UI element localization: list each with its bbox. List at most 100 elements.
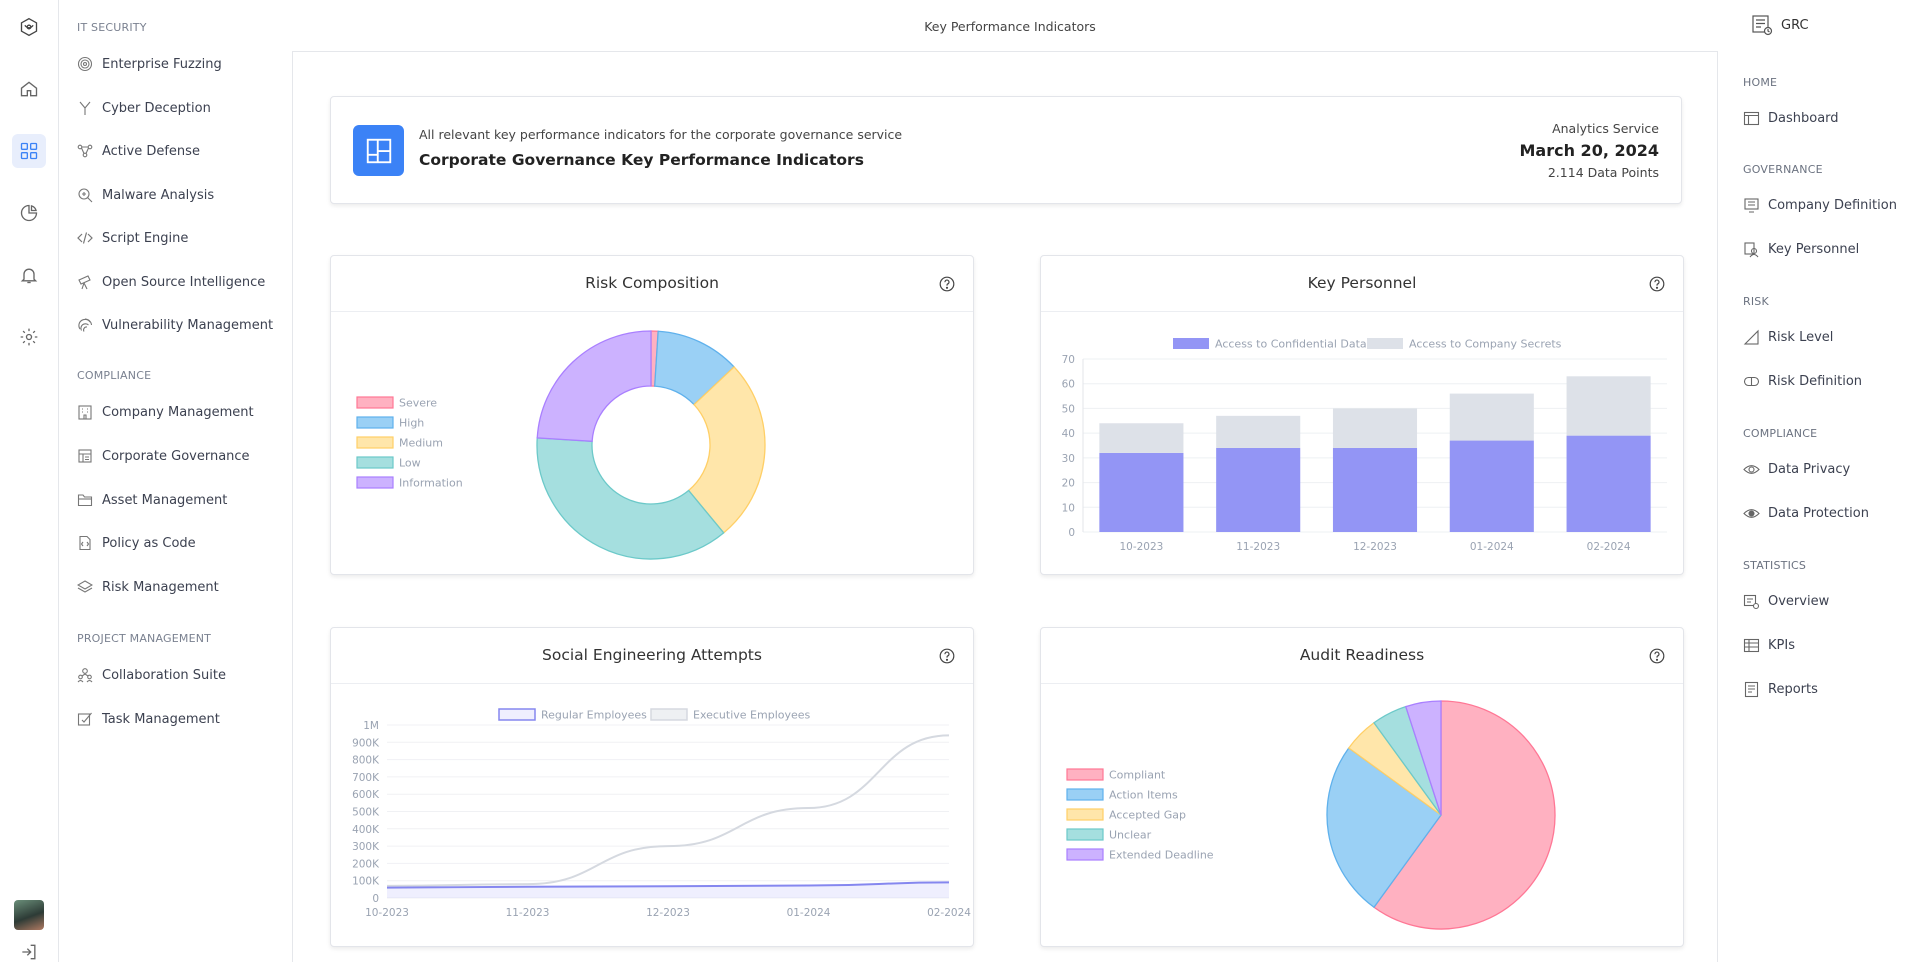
icon-rail — [0, 0, 59, 962]
nav-policy-as-code[interactable]: Policy as Code — [77, 531, 196, 555]
header-card: All relevant key performance indicators … — [330, 96, 1682, 204]
avatar[interactable] — [14, 900, 44, 930]
pie-chart-icon[interactable] — [12, 196, 46, 230]
nav-label: Data Protection — [1768, 505, 1869, 521]
pie-slice — [536, 330, 652, 442]
legend-label: Regular Employees — [541, 709, 647, 722]
bell-icon[interactable] — [12, 258, 46, 292]
section-title: PROJECT MANAGEMENT — [77, 632, 212, 645]
nav-label: Enterprise Fuzzing — [102, 56, 222, 72]
section-title: STATISTICS — [1743, 559, 1807, 572]
nav-risk-management[interactable]: Risk Management — [77, 575, 219, 599]
dashboard-icon — [1743, 111, 1760, 125]
grid-icon[interactable] — [12, 134, 46, 168]
nav-osint[interactable]: Open Source Intelligence — [77, 270, 265, 294]
nav-label: Policy as Code — [102, 535, 196, 551]
nav-overview[interactable]: Overview — [1743, 590, 1829, 612]
legend-swatch — [1066, 768, 1104, 781]
pie-slice — [687, 366, 766, 534]
header-subtitle: All relevant key performance indicators … — [419, 127, 903, 142]
main-content: All relevant key performance indicators … — [292, 51, 1718, 962]
nav-vulnerability-management[interactable]: Vulnerability Management — [77, 313, 273, 337]
nav-risk-level[interactable]: Risk Level — [1743, 326, 1833, 348]
nav-collaboration-suite[interactable]: Collaboration Suite — [77, 663, 226, 687]
nav-label: Active Defense — [102, 143, 200, 159]
nav-enterprise-fuzzing[interactable]: Enterprise Fuzzing — [77, 52, 222, 76]
nav-reports[interactable]: Reports — [1743, 678, 1818, 700]
y-tick-label: 800K — [352, 755, 380, 767]
audit-readiness-chart: Compliant Action Items Accepted Gap Unclear… — [1066, 700, 1556, 930]
y-tick-label: 100K — [352, 876, 380, 888]
x-tick-label: 12-2023 — [1353, 541, 1397, 553]
line-executive — [386, 734, 950, 887]
nav-cyber-deception[interactable]: Cyber Deception — [77, 96, 211, 120]
legend-swatch — [1066, 828, 1104, 841]
nav-label: KPIs — [1768, 637, 1795, 653]
nav-dashboard[interactable]: Dashboard — [1743, 107, 1839, 129]
home-icon[interactable] — [12, 72, 46, 106]
nav-kpis[interactable]: KPIs — [1743, 634, 1795, 656]
legend-label: Compliant — [1109, 769, 1166, 782]
social-engineering-chart: 0 100K 200K 300K 400K 500K 600K 700K 800K 900K 1M 1… — [352, 708, 971, 919]
help-icon[interactable] — [939, 648, 955, 664]
nav-script-engine[interactable]: Script Engine — [77, 226, 188, 250]
y-tick-label: 60 — [1062, 379, 1075, 391]
key-personnel-card: Key Personnel 0 10 20 30 40 50 60 70 10-2023 11-2… — [1040, 255, 1684, 575]
x-tick-label: 10-2023 — [365, 907, 409, 919]
nav-data-privacy[interactable]: Data Privacy — [1743, 458, 1850, 480]
gear-icon[interactable] — [12, 320, 46, 354]
card-title: Audit Readiness — [1299, 646, 1425, 664]
y-tick-label: 1M — [363, 720, 379, 732]
help-icon[interactable] — [939, 276, 955, 292]
help-icon[interactable] — [1649, 648, 1665, 664]
y-tick-label: 40 — [1062, 428, 1075, 440]
key-personnel-chart: 0 10 20 30 40 50 60 70 10-2023 11-2023 12-2023 01-2… — [1062, 338, 1667, 553]
nav-key-personnel[interactable]: Key Personnel — [1743, 238, 1859, 260]
help-icon[interactable] — [1649, 276, 1665, 292]
y-tick-label: 200K — [352, 858, 380, 870]
nav-malware-analysis[interactable]: Malware Analysis — [77, 183, 214, 207]
legend-swatch — [1066, 788, 1104, 801]
bar-confidential — [1566, 435, 1651, 532]
folder-icon — [77, 494, 93, 507]
left-sidebar: IT SECURITY Enterprise Fuzzing Cyber Dec… — [60, 0, 292, 962]
x-tick-label: 11-2023 — [506, 907, 550, 919]
x-tick-label: 02-2024 — [1587, 541, 1631, 553]
logo-icon[interactable] — [12, 10, 46, 44]
code-icon — [77, 232, 93, 244]
y-tick-label: 50 — [1062, 403, 1075, 415]
audit-readiness-card: Audit Readiness Compliant Action Items Acc… — [1040, 627, 1684, 947]
legend-label: Access to Company Secrets — [1409, 338, 1562, 351]
nav-label: Malware Analysis — [102, 187, 215, 203]
nav-risk-definition[interactable]: Risk Definition — [1743, 370, 1862, 392]
governance-icon — [78, 449, 92, 463]
nav-active-defense[interactable]: Active Defense — [77, 139, 200, 163]
logout-icon[interactable] — [12, 940, 46, 964]
nav-company-management[interactable]: Company Management — [77, 400, 254, 424]
nav-company-definition[interactable]: Company Definition — [1743, 194, 1897, 216]
legend-swatch — [1066, 848, 1104, 861]
right-sidebar: GRC HOME Dashboard GOVERNANCE Company De… — [1719, 0, 1920, 962]
legend-swatch — [356, 436, 394, 449]
y-tick-label: 900K — [352, 737, 380, 749]
section-title: COMPLIANCE — [77, 369, 152, 382]
nav-asset-management[interactable]: Asset Management — [77, 488, 227, 512]
nav-label: Risk Level — [1768, 329, 1834, 345]
nav-data-protection[interactable]: Data Protection — [1743, 502, 1869, 524]
section-title: GOVERNANCE — [1743, 163, 1823, 176]
y-tick-label: 10 — [1062, 502, 1075, 514]
person-icon — [1744, 241, 1759, 257]
reports-icon — [1744, 681, 1759, 697]
section-title: RISK — [1743, 295, 1769, 308]
nav-corporate-governance[interactable]: Corporate Governance — [77, 444, 250, 468]
report-date: March 20, 2024 — [1519, 141, 1660, 160]
legend-swatch — [1066, 808, 1104, 821]
legend-swatch — [498, 708, 536, 721]
nav-label: Corporate Governance — [102, 448, 250, 464]
x-tick-label: 01-2024 — [1470, 541, 1514, 553]
bar-secrets — [1216, 415, 1301, 448]
team-icon — [77, 668, 93, 683]
card-header: Audit Readiness — [1041, 628, 1683, 684]
nav-task-management[interactable]: Task Management — [77, 707, 220, 731]
grc-brand[interactable]: GRC — [1751, 14, 1809, 36]
